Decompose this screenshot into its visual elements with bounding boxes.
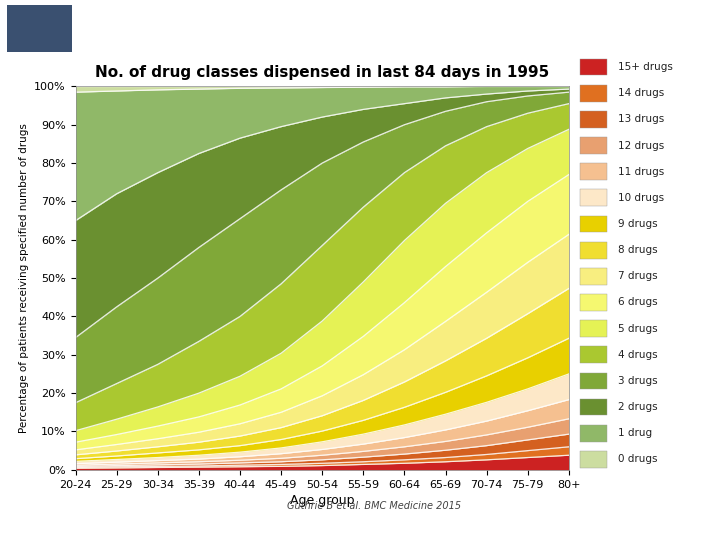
Text: 1 drug: 1 drug bbox=[618, 428, 652, 438]
Bar bbox=[580, 451, 607, 468]
Text: University of Dundee: University of Dundee bbox=[86, 18, 284, 36]
Text: Guthrie B et al. BMC Medicine 2015: Guthrie B et al. BMC Medicine 2015 bbox=[287, 501, 462, 511]
Text: 2 drugs: 2 drugs bbox=[618, 402, 657, 412]
Y-axis label: Percentage of patients receiving specified number of drugs: Percentage of patients receiving specifi… bbox=[19, 123, 29, 433]
Bar bbox=[580, 242, 607, 259]
X-axis label: Age group: Age group bbox=[290, 494, 354, 507]
Text: 3 drugs: 3 drugs bbox=[618, 376, 657, 386]
Text: 13 drugs: 13 drugs bbox=[618, 114, 664, 124]
Text: School of Medicine: School of Medicine bbox=[457, 18, 634, 36]
Bar bbox=[580, 347, 607, 363]
Bar bbox=[580, 268, 607, 285]
Bar bbox=[580, 59, 607, 76]
Text: 8 drugs: 8 drugs bbox=[618, 245, 657, 255]
Text: 7 drugs: 7 drugs bbox=[618, 271, 657, 281]
Title: No. of drug classes dispensed in last 84 days in 1995: No. of drug classes dispensed in last 84… bbox=[95, 65, 549, 80]
Text: 5 drugs: 5 drugs bbox=[618, 323, 657, 334]
Text: 0 drugs: 0 drugs bbox=[618, 455, 657, 464]
Bar bbox=[580, 163, 607, 180]
Text: 9 drugs: 9 drugs bbox=[618, 219, 657, 229]
Bar bbox=[580, 137, 607, 154]
Text: 15+ drugs: 15+ drugs bbox=[618, 62, 672, 72]
Text: 10 drugs: 10 drugs bbox=[618, 193, 664, 203]
Bar bbox=[580, 425, 607, 442]
Bar bbox=[580, 111, 607, 128]
Bar bbox=[580, 294, 607, 311]
Bar bbox=[580, 373, 607, 389]
Text: 12 drugs: 12 drugs bbox=[618, 140, 664, 151]
Text: 4 drugs: 4 drugs bbox=[618, 350, 657, 360]
FancyBboxPatch shape bbox=[7, 4, 72, 52]
Bar bbox=[580, 399, 607, 415]
Text: 6 drugs: 6 drugs bbox=[618, 298, 657, 307]
Text: 14 drugs: 14 drugs bbox=[618, 88, 664, 98]
Text: 11 drugs: 11 drugs bbox=[618, 167, 664, 177]
Bar bbox=[580, 215, 607, 232]
Bar bbox=[580, 85, 607, 102]
Bar bbox=[580, 190, 607, 206]
Bar bbox=[580, 320, 607, 337]
